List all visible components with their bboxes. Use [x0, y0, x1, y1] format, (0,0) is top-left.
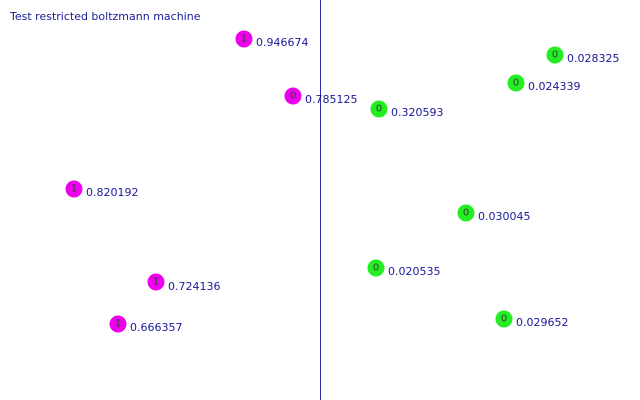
unit-state: 0	[372, 262, 380, 274]
right-unit-node: 0	[507, 74, 525, 92]
layer-divider	[320, 0, 321, 400]
unit-state: 0	[462, 207, 470, 219]
unit-value: 0.020535	[388, 264, 441, 278]
unit-state: 0	[551, 49, 559, 61]
unit-state: 0	[289, 90, 297, 102]
unit-state: 0	[500, 313, 508, 325]
unit-state: 1	[70, 183, 78, 195]
unit-value: 0.820192	[86, 185, 139, 199]
left-unit-node: 1	[235, 30, 253, 48]
left-unit-node: 1	[147, 273, 165, 291]
right-unit-node: 0	[370, 100, 388, 118]
right-unit-node: 0	[495, 310, 513, 328]
unit-state: 0	[375, 103, 383, 115]
unit-value: 0.030045	[478, 209, 531, 223]
unit-value: 0.724136	[168, 279, 221, 293]
unit-value: 0.666357	[130, 320, 183, 334]
unit-value: 0.320593	[391, 105, 444, 119]
right-unit-node: 0	[367, 259, 385, 277]
window-title: Test restricted boltzmann machine	[10, 10, 201, 23]
left-unit-node: 0	[284, 87, 302, 105]
unit-state: 1	[152, 276, 160, 288]
left-unit-node: 1	[65, 180, 83, 198]
unit-value: 0.946674	[256, 35, 309, 49]
left-unit-node: 1	[109, 315, 127, 333]
unit-value: 0.028325	[567, 51, 620, 65]
unit-state: 1	[240, 33, 248, 45]
right-unit-node: 0	[546, 46, 564, 64]
unit-value: 0.029652	[516, 315, 569, 329]
unit-state: 0	[512, 77, 520, 89]
unit-value: 0.024339	[528, 79, 581, 93]
unit-value: 0.785125	[305, 92, 358, 106]
right-unit-node: 0	[457, 204, 475, 222]
unit-state: 1	[114, 318, 122, 330]
